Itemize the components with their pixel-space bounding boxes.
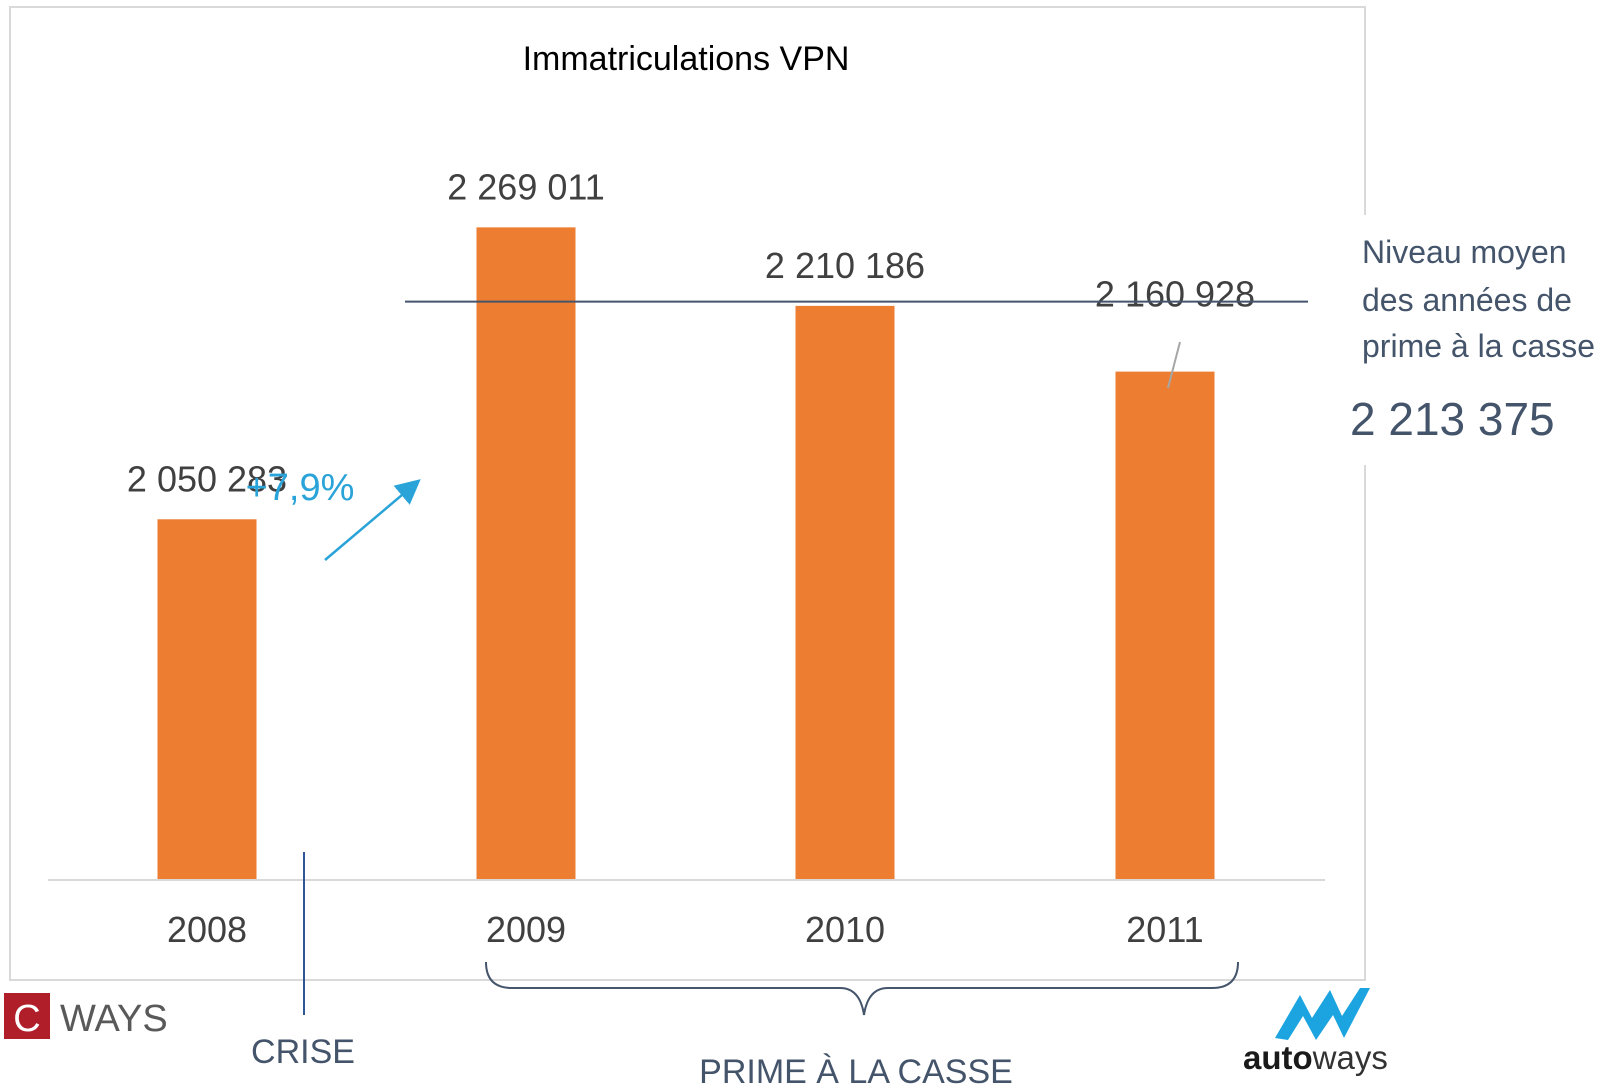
x-tick-labels-group: 2008 2009 2010 2011 bbox=[167, 909, 1204, 950]
autoways-logo-ways: ways bbox=[1312, 1039, 1388, 1076]
value-label-2008: 2 050 283 bbox=[127, 458, 287, 499]
x-tick-label-2008: 2008 bbox=[167, 909, 247, 950]
chart-title: Immatriculations VPN bbox=[523, 40, 850, 78]
bar-2011 bbox=[1115, 371, 1215, 880]
leader-line-2011 bbox=[1167, 341, 1181, 389]
bar-2009 bbox=[476, 227, 576, 880]
x-tick-label-2009: 2009 bbox=[486, 909, 566, 950]
autoways-logo-word: autoways bbox=[1243, 1039, 1388, 1076]
bar-2008 bbox=[157, 519, 257, 880]
bar-2010 bbox=[795, 305, 895, 880]
average-annotation-line-1: Niveau moyen bbox=[1362, 234, 1567, 270]
crisis-label: CRISE bbox=[251, 1033, 355, 1071]
autoways-logo-mark bbox=[1275, 988, 1370, 1040]
average-annotation-line-2: des années de bbox=[1362, 282, 1572, 318]
cways-logo-letter: C bbox=[13, 998, 40, 1040]
value-label-2011: 2 160 928 bbox=[1095, 274, 1255, 315]
average-annotation-line-3: prime à la casse bbox=[1362, 328, 1595, 364]
frame-knockout bbox=[1330, 215, 1614, 465]
value-labels-group: 2 050 283 2 269 011 2 210 186 2 160 928 bbox=[127, 166, 1255, 499]
growth-arrow bbox=[324, 479, 421, 561]
scrappage-bracket bbox=[485, 961, 1239, 1016]
autoways-logo: autoways bbox=[1243, 988, 1388, 1076]
growth-label: +7,9% bbox=[246, 467, 355, 509]
cways-logo: C WAYS bbox=[4, 993, 168, 1040]
average-value-label: 2 213 375 bbox=[1350, 393, 1555, 445]
autoways-logo-auto: auto bbox=[1243, 1039, 1313, 1076]
value-label-2010: 2 210 186 bbox=[765, 245, 925, 286]
x-tick-label-2010: 2010 bbox=[805, 909, 885, 950]
chart-frame bbox=[9, 6, 1366, 981]
cways-logo-word: WAYS bbox=[60, 998, 168, 1040]
bars-group bbox=[157, 227, 1215, 880]
scrappage-label: PRIME À LA CASSE bbox=[699, 1053, 1013, 1089]
value-label-2009: 2 269 011 bbox=[447, 166, 604, 207]
x-tick-label-2011: 2011 bbox=[1126, 909, 1203, 950]
cways-logo-mark bbox=[4, 993, 50, 1039]
